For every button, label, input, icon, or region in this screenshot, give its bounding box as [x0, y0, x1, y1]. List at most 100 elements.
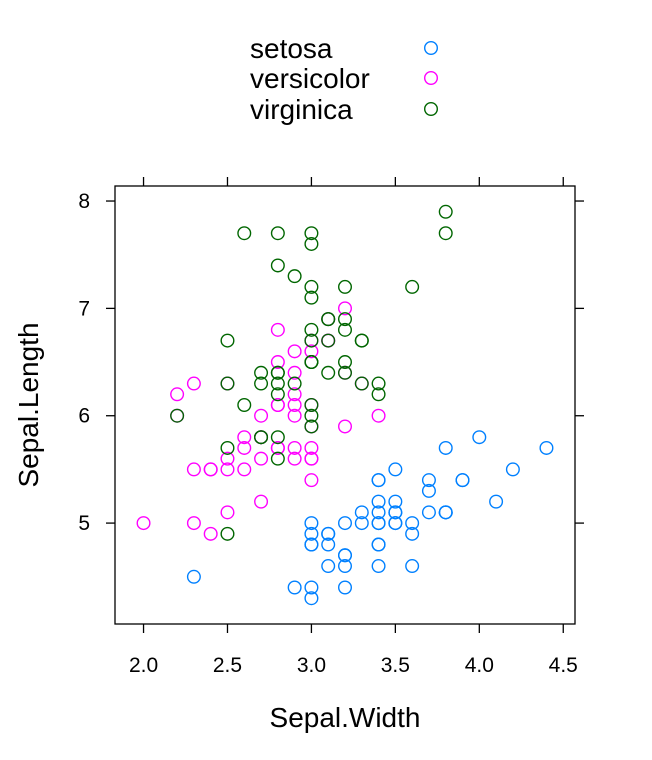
legend-label-virginica: virginica [250, 94, 353, 125]
point-setosa [405, 516, 420, 531]
legend-marker-setosa [424, 41, 439, 56]
point-virginica [254, 430, 269, 445]
legend-marker-virginica [424, 101, 439, 116]
point-versicolor [203, 462, 218, 477]
x-axis-label: Sepal.Width [270, 702, 421, 733]
point-virginica [321, 365, 336, 380]
point-setosa [405, 526, 420, 541]
data-points [136, 204, 554, 606]
point-versicolor [287, 451, 302, 466]
point-versicolor [304, 440, 319, 455]
point-versicolor [287, 398, 302, 413]
point-versicolor [237, 440, 252, 455]
point-virginica [237, 398, 252, 413]
point-setosa [338, 516, 353, 531]
point-virginica [287, 269, 302, 284]
point-setosa [371, 505, 386, 520]
point-setosa [421, 505, 436, 520]
point-virginica [354, 376, 369, 391]
point-setosa [438, 440, 453, 455]
point-virginica [304, 408, 319, 423]
point-virginica [270, 226, 285, 241]
point-virginica [220, 333, 235, 348]
point-versicolor [338, 419, 353, 434]
point-virginica [270, 258, 285, 273]
point-virginica [321, 333, 336, 348]
point-versicolor [186, 516, 201, 531]
y-tick-label: 5 [78, 512, 90, 535]
point-setosa [304, 537, 319, 552]
point-virginica [304, 279, 319, 294]
point-setosa [304, 516, 319, 531]
point-setosa [321, 559, 336, 574]
point-versicolor [287, 408, 302, 423]
point-virginica [304, 355, 319, 370]
point-virginica [338, 365, 353, 380]
point-setosa [304, 526, 319, 541]
point-virginica [254, 365, 269, 380]
point-versicolor [186, 462, 201, 477]
point-setosa [371, 537, 386, 552]
legend-label-setosa: setosa [250, 33, 333, 64]
point-versicolor [254, 408, 269, 423]
point-setosa [421, 473, 436, 488]
point-virginica [338, 355, 353, 370]
point-setosa [371, 559, 386, 574]
point-versicolor [237, 462, 252, 477]
point-setosa [186, 569, 201, 584]
point-virginica [371, 376, 386, 391]
point-versicolor [287, 365, 302, 380]
point-versicolor [304, 473, 319, 488]
point-virginica [338, 312, 353, 327]
point-setosa [388, 516, 403, 531]
point-virginica [270, 451, 285, 466]
point-virginica [304, 322, 319, 337]
point-setosa [505, 462, 520, 477]
point-versicolor [136, 516, 151, 531]
point-versicolor [338, 301, 353, 316]
point-virginica [321, 312, 336, 327]
point-setosa [472, 430, 487, 445]
point-versicolor [220, 451, 235, 466]
point-virginica [304, 236, 319, 251]
point-versicolor [170, 387, 185, 402]
point-setosa [539, 440, 554, 455]
point-virginica [338, 279, 353, 294]
point-virginica [405, 279, 420, 294]
point-virginica [170, 408, 185, 423]
point-setosa [371, 473, 386, 488]
y-tick-label: 8 [78, 190, 90, 213]
point-setosa [321, 537, 336, 552]
point-versicolor [287, 440, 302, 455]
point-virginica [304, 333, 319, 348]
point-versicolor [220, 505, 235, 520]
point-versicolor [270, 322, 285, 337]
point-setosa [338, 559, 353, 574]
point-virginica [371, 387, 386, 402]
point-virginica [270, 430, 285, 445]
legend-label-versicolor: versicolor [250, 63, 370, 94]
point-virginica [220, 440, 235, 455]
point-setosa [371, 516, 386, 531]
point-virginica [438, 204, 453, 219]
point-setosa [388, 505, 403, 520]
point-setosa [489, 494, 504, 509]
point-virginica [438, 226, 453, 241]
point-versicolor [186, 376, 201, 391]
point-virginica [338, 322, 353, 337]
point-setosa [304, 580, 319, 595]
point-setosa [371, 494, 386, 509]
point-versicolor [254, 494, 269, 509]
point-setosa [405, 559, 420, 574]
point-setosa [388, 494, 403, 509]
point-setosa [304, 591, 319, 606]
point-versicolor [371, 408, 386, 423]
point-virginica [237, 226, 252, 241]
x-tick-label: 3.5 [381, 654, 410, 677]
y-tick-label: 7 [78, 297, 90, 320]
point-virginica [304, 226, 319, 241]
legend-marker-versicolor [424, 70, 439, 85]
point-setosa [438, 505, 453, 520]
